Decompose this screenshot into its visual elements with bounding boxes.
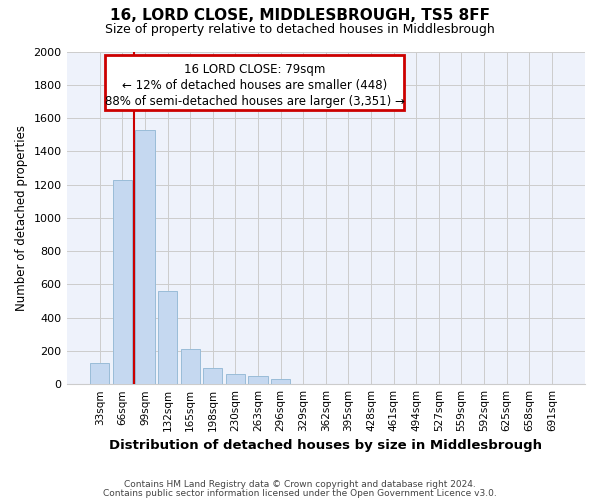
Bar: [113, 180, 132, 384]
Text: Contains HM Land Registry data © Crown copyright and database right 2024.: Contains HM Land Registry data © Crown c…: [124, 480, 476, 489]
Text: 88% of semi-detached houses are larger (3,351) →: 88% of semi-detached houses are larger (…: [104, 94, 404, 108]
Y-axis label: Number of detached properties: Number of detached properties: [15, 125, 28, 311]
FancyBboxPatch shape: [106, 55, 404, 110]
Bar: [136, 130, 155, 384]
Bar: [90, 362, 109, 384]
Bar: [181, 349, 200, 384]
Text: 16, LORD CLOSE, MIDDLESBROUGH, TS5 8FF: 16, LORD CLOSE, MIDDLESBROUGH, TS5 8FF: [110, 8, 490, 22]
Bar: [271, 379, 290, 384]
Text: Contains public sector information licensed under the Open Government Licence v3: Contains public sector information licen…: [103, 490, 497, 498]
Bar: [248, 376, 268, 384]
Text: 16 LORD CLOSE: 79sqm: 16 LORD CLOSE: 79sqm: [184, 63, 325, 76]
X-axis label: Distribution of detached houses by size in Middlesbrough: Distribution of detached houses by size …: [109, 440, 542, 452]
Text: Size of property relative to detached houses in Middlesbrough: Size of property relative to detached ho…: [105, 22, 495, 36]
Bar: [158, 291, 177, 384]
Bar: [203, 368, 223, 384]
Bar: [226, 374, 245, 384]
Text: ← 12% of detached houses are smaller (448): ← 12% of detached houses are smaller (44…: [122, 79, 387, 92]
